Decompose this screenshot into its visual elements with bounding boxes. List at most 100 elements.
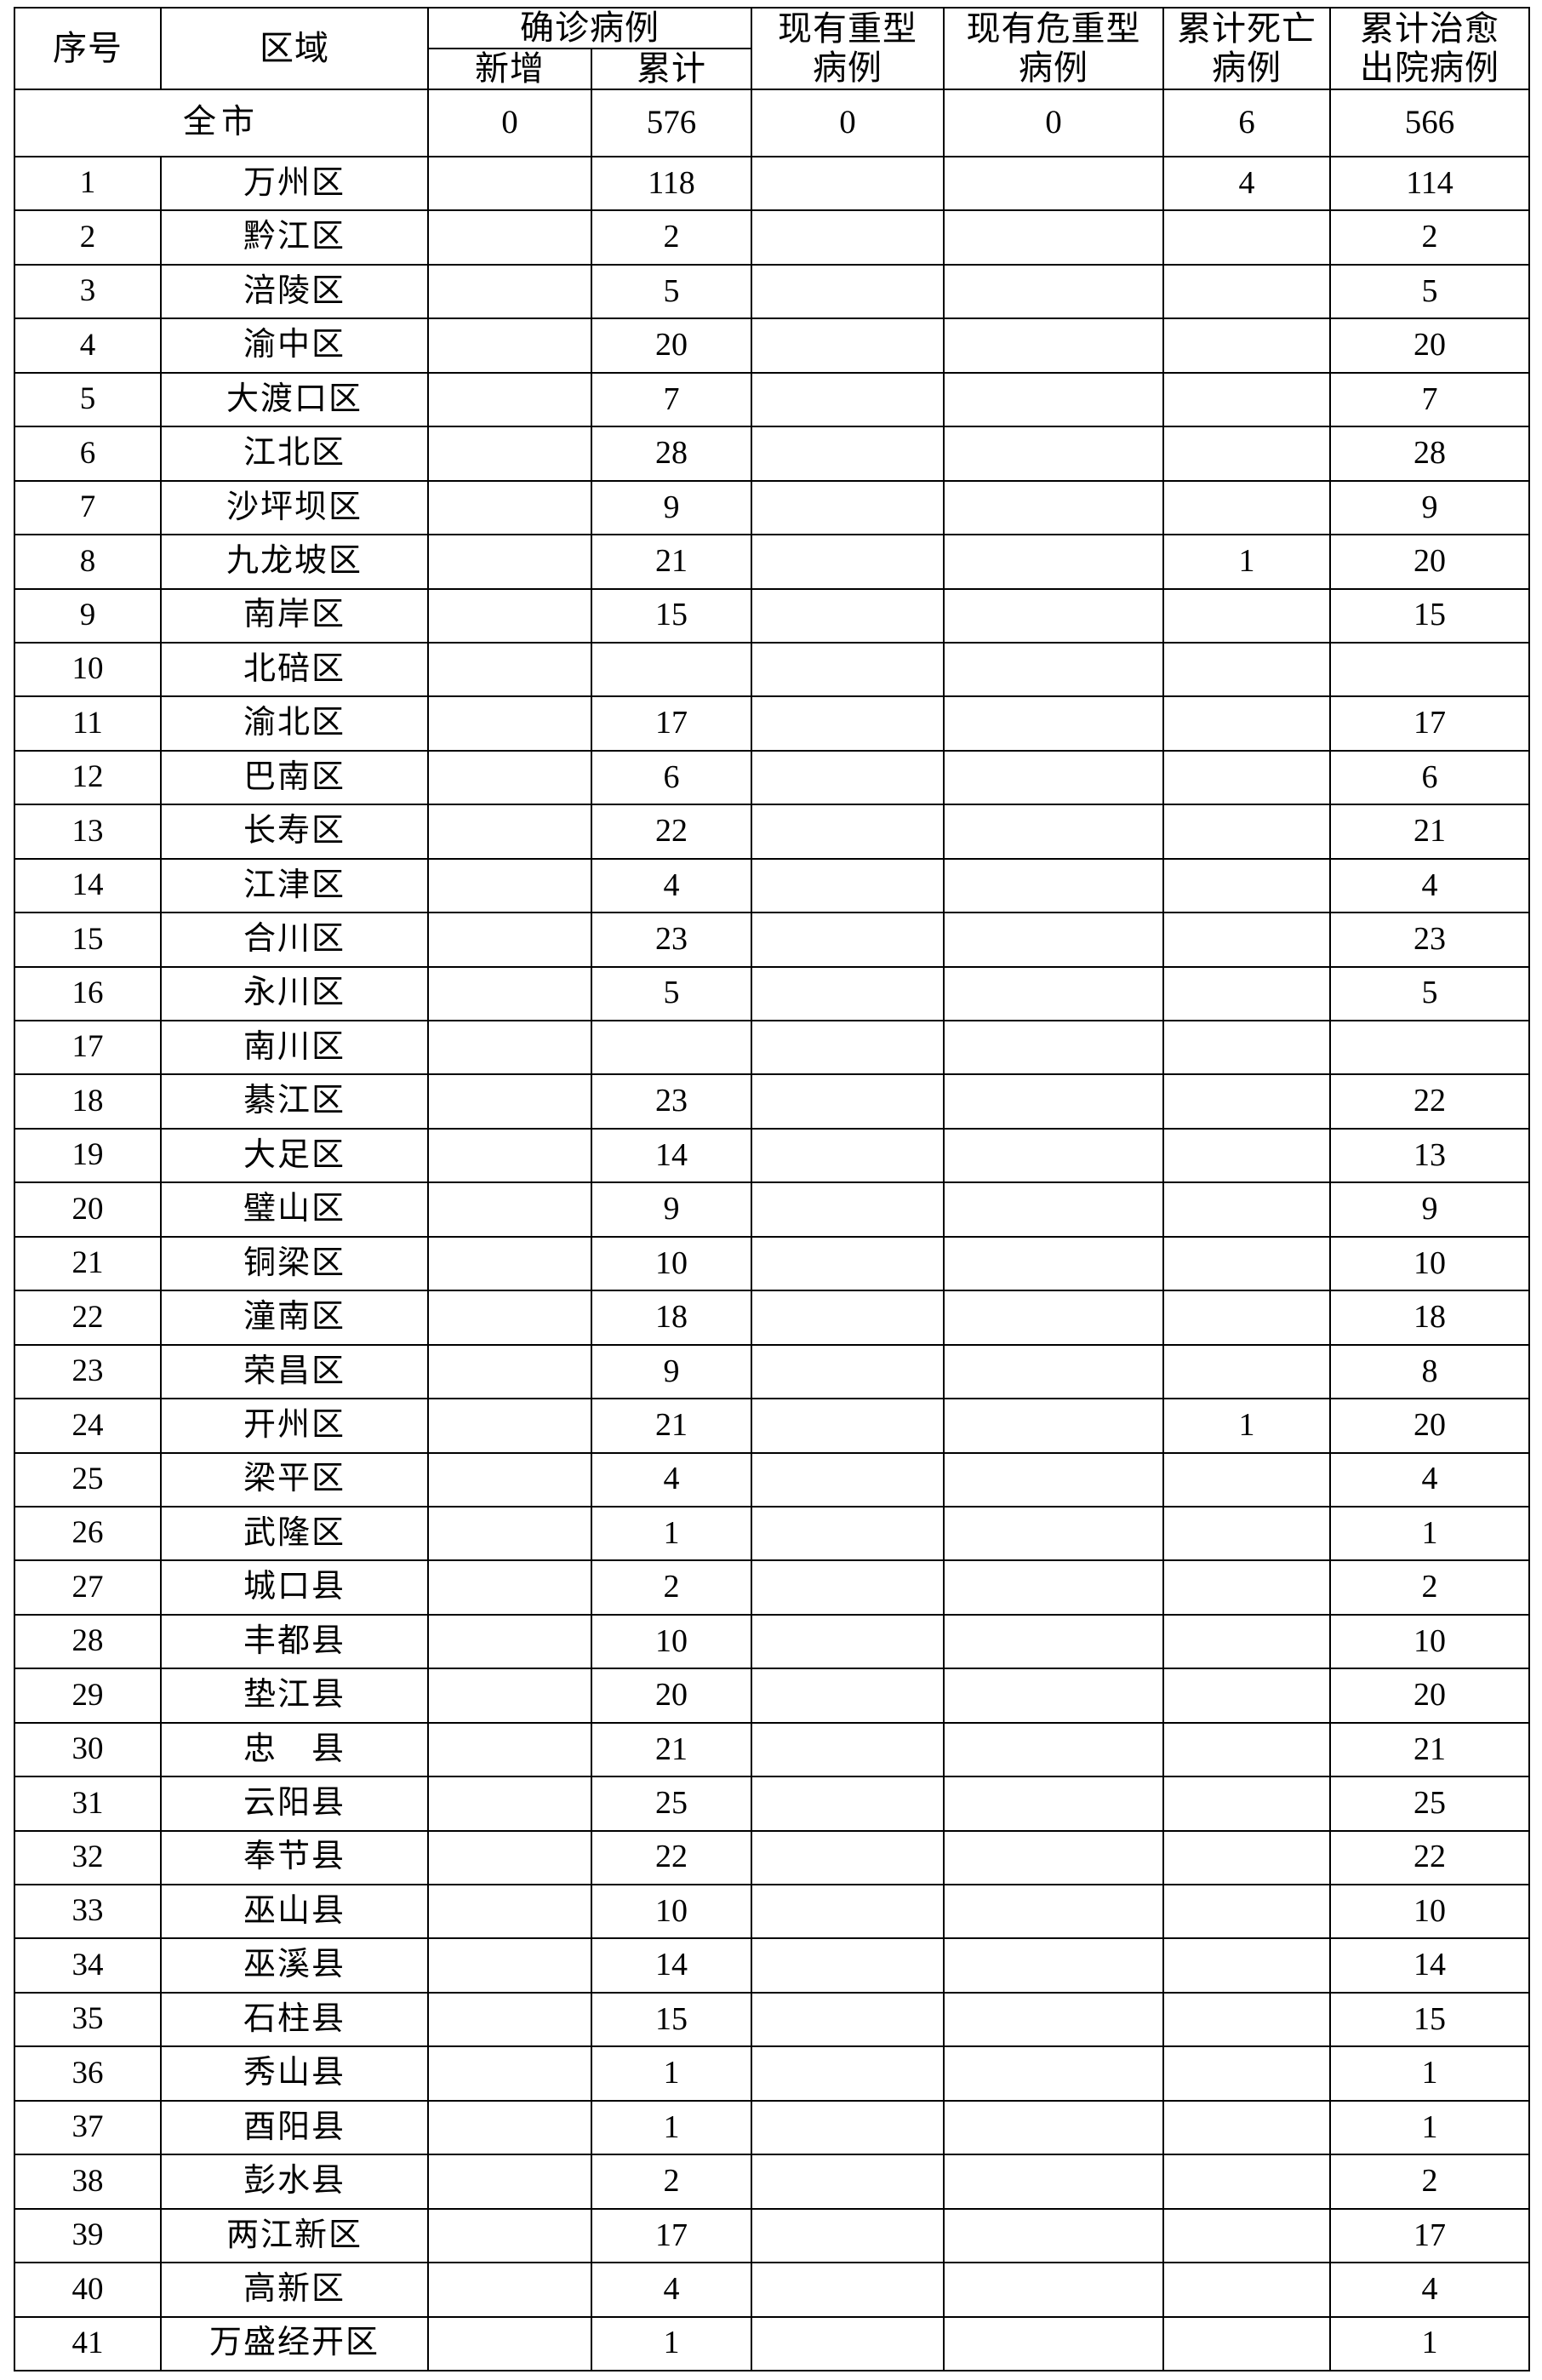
table-row: 27 城口县 2 2 [14,1559,1530,1616]
cell-severe [751,318,945,374]
cell-death [1162,2045,1331,2102]
cell-critical [943,2315,1164,2372]
cell-region: 渝中区 [160,318,429,374]
cell-critical [943,1937,1164,1994]
cell-region: 璧山区 [160,1181,429,1238]
total-row-critical: 0 [943,88,1164,158]
cell-index: 35 [14,1991,162,2048]
cell-confirmed-new [427,1451,592,1508]
table-row: 31 云阳县 25 25 [14,1776,1530,1832]
cell-confirmed-cumulative: 20 [591,318,752,374]
cell-severe [751,479,945,536]
cell-index: 3 [14,263,162,320]
cell-confirmed-new [427,263,592,320]
cell-confirmed-cumulative: 7 [591,371,752,428]
table-row: 33 巫山县 10 10 [14,1884,1530,1940]
table-row: 15 合川区 23 23 [14,912,1530,968]
cell-index: 15 [14,912,162,968]
cell-death [1162,1613,1331,1670]
cell-confirmed-cumulative: 10 [591,1884,752,1940]
cell-death [1162,1290,1331,1346]
cell-critical [943,263,1164,320]
cell-death [1162,965,1331,1022]
cell-cured: 22 [1329,1073,1530,1130]
cell-index: 36 [14,2045,162,2102]
column-header-cured-line2: 出院病例 [1360,49,1499,87]
cell-death [1162,1668,1331,1724]
cell-severe [751,156,945,212]
cell-cured: 20 [1329,318,1530,374]
cell-severe [751,857,945,914]
cell-confirmed-cumulative: 14 [591,1937,752,1994]
table-row: 12 巴南区 6 6 [14,749,1530,806]
cell-cured: 10 [1329,1613,1530,1670]
cell-cured: 14 [1329,1937,1530,1994]
cell-death [1162,1073,1331,1130]
cell-confirmed-new [427,156,592,212]
cell-critical [943,641,1164,698]
cell-critical [943,1398,1164,1454]
cell-confirmed-cumulative: 1 [591,2045,752,2102]
cell-index: 19 [14,1127,162,1184]
cell-severe [751,587,945,644]
cell-severe [751,2207,945,2264]
cell-critical [943,695,1164,752]
cell-severe [751,1613,945,1670]
column-header-cured: 累计治愈 出院病例 [1329,7,1530,90]
cell-death [1162,912,1331,968]
table-row: 11 渝北区 17 17 [14,695,1530,752]
cell-death [1162,1721,1331,1778]
cell-confirmed-new [427,1721,592,1778]
column-header-index: 序号 [14,7,162,90]
cell-cured: 17 [1329,2207,1530,2264]
cell-confirmed-new [427,1668,592,1724]
cell-severe [751,1235,945,1292]
cell-index: 37 [14,2099,162,2156]
cell-cured: 20 [1329,1668,1530,1724]
cell-confirmed-cumulative: 21 [591,1398,752,1454]
cell-confirmed-cumulative: 15 [591,587,752,644]
cell-severe [751,912,945,968]
cell-death [1162,2315,1331,2372]
cell-confirmed-cumulative: 21 [591,534,752,590]
cell-critical [943,1991,1164,2048]
cell-region: 彭水县 [160,2154,429,2210]
cell-death: 1 [1162,534,1331,590]
cell-critical [943,1559,1164,1616]
cell-index: 20 [14,1181,162,1238]
cell-confirmed-cumulative: 4 [591,857,752,914]
cell-death [1162,1127,1331,1184]
cell-index: 17 [14,1020,162,1076]
cell-region: 南川区 [160,1020,429,1076]
table-row: 6 江北区 28 28 [14,426,1530,482]
cell-confirmed-cumulative: 4 [591,2262,752,2318]
table-row: 26 武隆区 1 1 [14,1505,1530,1562]
cell-critical [943,2154,1164,2210]
cell-death [1162,1020,1331,1076]
cell-critical [943,371,1164,428]
cell-critical [943,804,1164,860]
cell-confirmed-new [427,1559,592,1616]
cell-confirmed-new [427,2099,592,2156]
cell-cured: 15 [1329,1991,1530,2048]
cell-severe [751,749,945,806]
cell-index: 27 [14,1559,162,1616]
cell-region: 万州区 [160,156,429,212]
cell-cured: 20 [1329,534,1530,590]
cell-death [1162,749,1331,806]
table-row: 28 丰都县 10 10 [14,1613,1530,1670]
cell-index: 13 [14,804,162,860]
cell-critical [943,534,1164,590]
cell-confirmed-cumulative: 25 [591,1776,752,1832]
cell-index: 38 [14,2154,162,2210]
cell-cured: 9 [1329,1181,1530,1238]
cell-confirmed-cumulative: 10 [591,1235,752,1292]
cell-severe [751,1668,945,1724]
cell-confirmed-cumulative [591,641,752,698]
table-row: 34 巫溪县 14 14 [14,1937,1530,1994]
cell-confirmed-new [427,2262,592,2318]
cell-region: 云阳县 [160,1776,429,1832]
cell-confirmed-cumulative: 21 [591,1721,752,1778]
table-header: 序号 区域 确诊病例 现有重型 病例 现有危重型 病例 累计死亡 病例 累计治愈 [14,7,1530,90]
